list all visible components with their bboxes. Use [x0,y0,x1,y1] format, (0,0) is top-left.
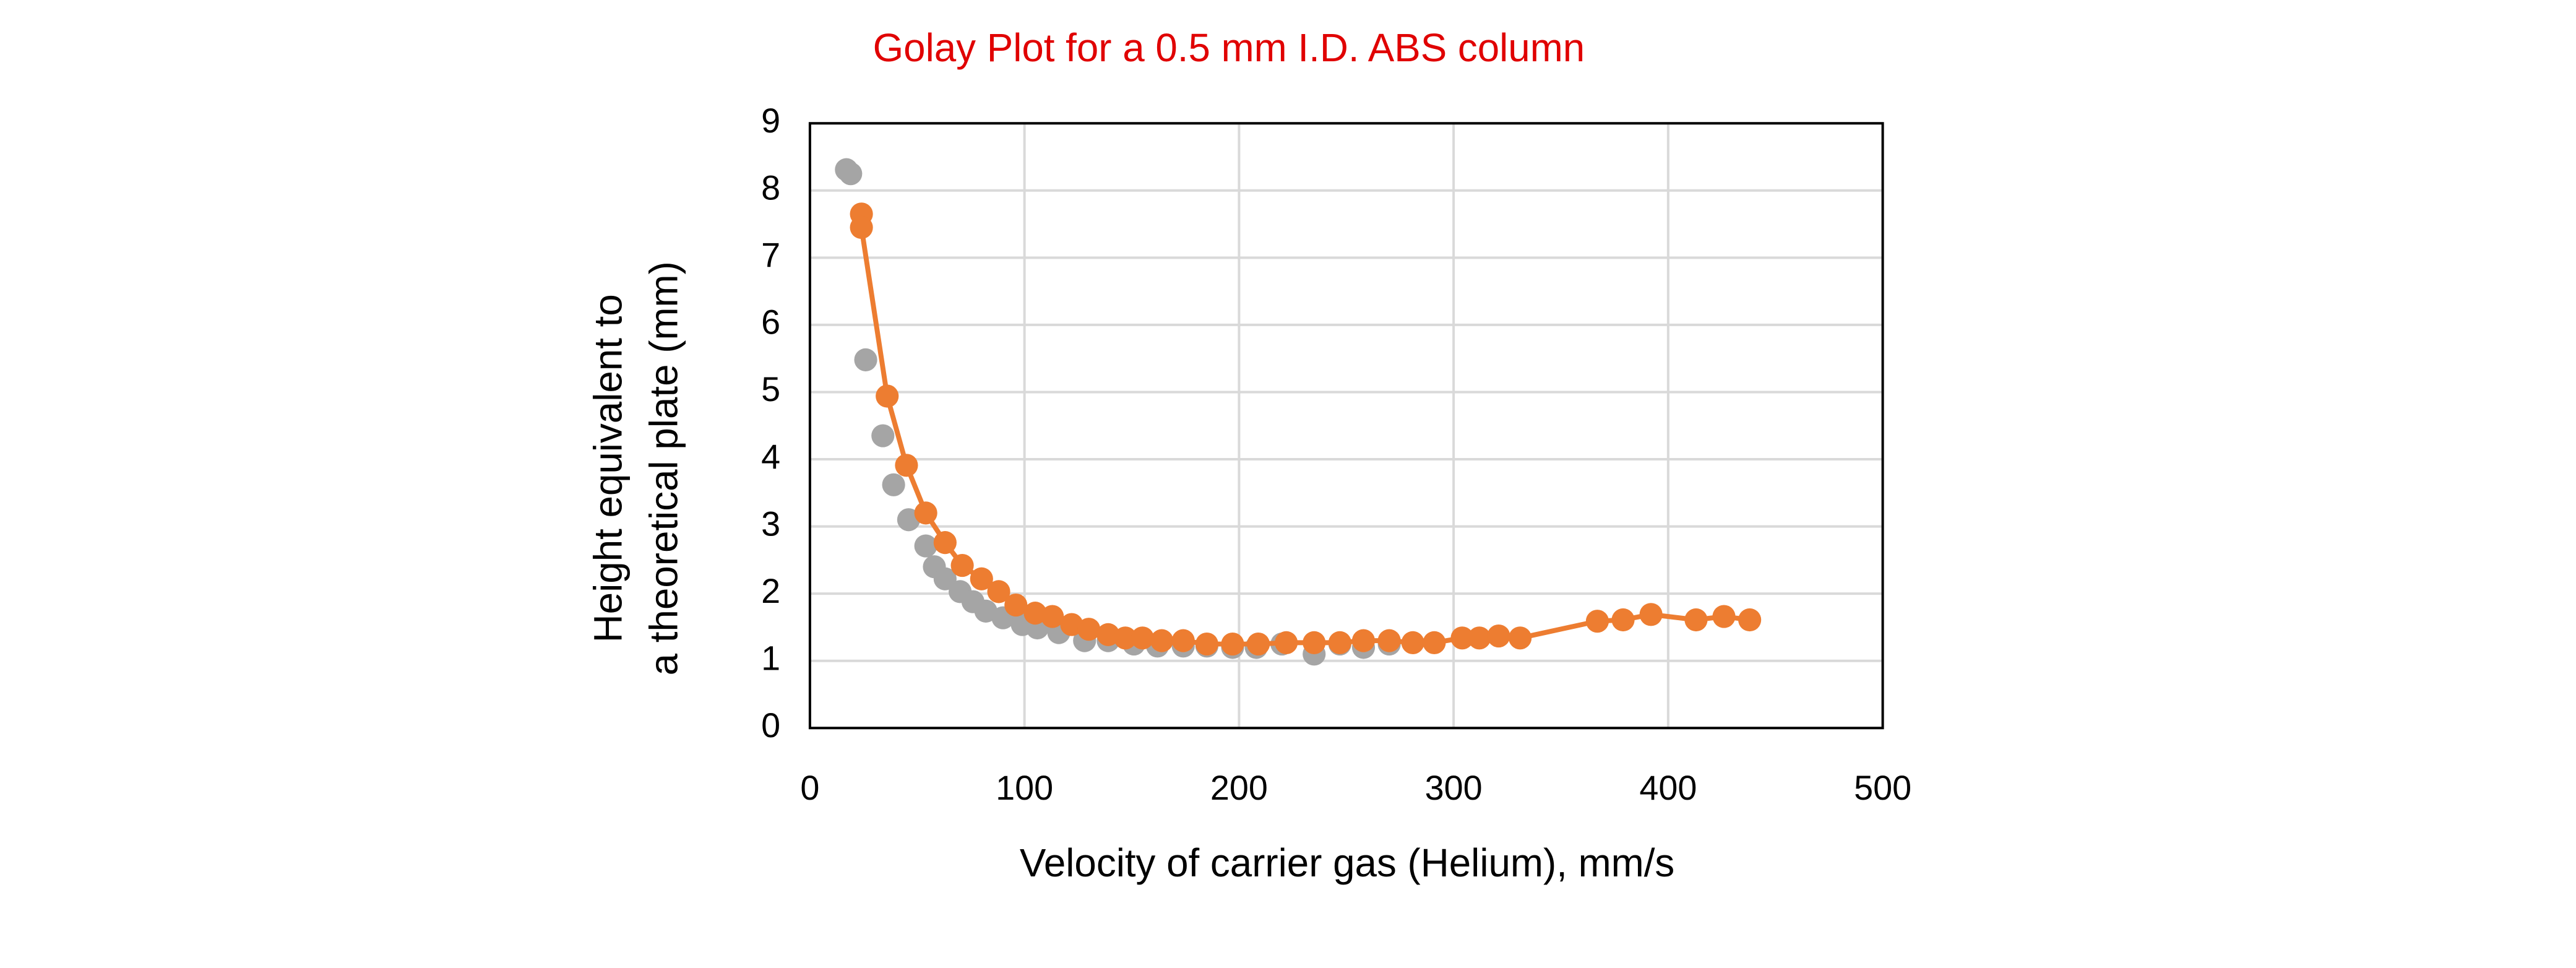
y-tick-label: 4 [761,438,780,476]
y-tick-label: 0 [761,706,780,745]
data-point [1423,631,1446,654]
data-point [1195,632,1218,656]
x-tick-label: 500 [1854,769,1911,807]
data-point [1077,618,1101,641]
y-tick-label: 5 [761,370,780,408]
data-point [1275,631,1298,654]
data-point [1096,623,1120,646]
data-point [933,531,957,555]
data-point [1114,626,1137,650]
y-tick-label: 7 [761,236,780,274]
data-point [1377,629,1401,652]
data-point [1487,624,1510,648]
data-point [987,580,1010,603]
data-point [914,501,937,525]
y-tick-label: 1 [761,639,780,677]
y-tick-label: 3 [761,504,780,543]
y-tick-label: 8 [761,169,780,207]
data-point [895,454,918,477]
data-point [1351,629,1376,652]
data-point [1171,629,1195,652]
data-point [871,424,895,447]
data-point [1401,631,1424,654]
x-tick-label: 100 [996,769,1053,807]
data-point [914,534,937,558]
data-point [950,553,974,577]
y-axis-label: Height equivalent to [585,294,630,642]
y-tick-label: 9 [761,102,780,140]
data-point [1247,632,1270,656]
y-tick-label: 2 [761,572,780,610]
data-point [1712,605,1736,628]
series-line [859,214,1751,647]
data-point [970,567,993,590]
data-point [1509,626,1532,650]
data-point [1328,631,1351,654]
data-point [876,384,899,408]
data-point [882,473,905,496]
data-point [1585,610,1609,633]
chart-title: Golay Plot for a 0.5 mm I.D. ABS column [873,25,1585,70]
x-tick-label: 0 [800,769,819,807]
data-point [1131,626,1154,650]
y-tick-label: 6 [761,303,780,342]
data-point [1639,603,1663,626]
data-point [839,162,863,186]
x-axis-label: Velocity of carrier gas (Helium), mm/s [1020,841,1674,885]
data-point [1303,631,1326,654]
data-point [1150,629,1174,652]
x-tick-label: 400 [1639,769,1697,807]
data-point [1468,626,1491,650]
x-tick-label: 300 [1425,769,1483,807]
data-point [1004,594,1028,617]
data-point [1738,608,1762,632]
data-point [1041,605,1064,628]
data-point [1221,632,1244,656]
data-point [1684,608,1708,632]
data-point [1450,626,1474,650]
data-point [933,567,957,590]
data-point [850,215,873,240]
x-tick-label: 200 [1210,769,1268,807]
y-axis-label: a theoretical plate (mm) [642,261,686,675]
plot-frame [808,122,1884,730]
data-point [1611,608,1635,632]
data-point [854,348,877,371]
data-point [1023,602,1047,625]
